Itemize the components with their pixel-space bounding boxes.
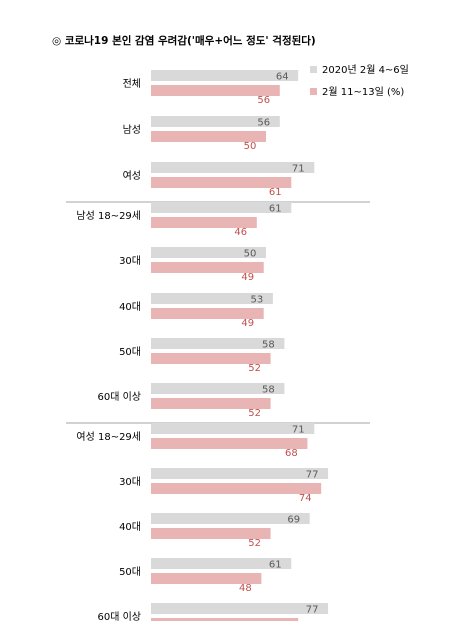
bar-series1: [151, 202, 292, 213]
legend-swatch: [310, 88, 317, 95]
category-label: 40대: [119, 521, 141, 533]
bar-series1: [151, 558, 292, 569]
bar-series1: [151, 293, 273, 304]
bar-series1: [151, 383, 285, 394]
bars: [151, 70, 329, 625]
value-label-series1: 77: [306, 470, 319, 481]
bar-series1: [151, 513, 310, 524]
bar-series1: [151, 423, 315, 434]
category-label: 남성: [123, 124, 141, 136]
value-label-series2: 50: [244, 141, 257, 152]
value-label-series2: 68: [285, 448, 298, 459]
value-label-series1: 64: [276, 72, 289, 83]
bar-series1: [151, 603, 329, 614]
value-label-series1: 58: [262, 385, 275, 396]
category-label: 전체: [123, 78, 141, 90]
value-label-series2: 74: [299, 493, 312, 504]
value-label-series1: 50: [244, 249, 257, 260]
bar-series2: [151, 398, 271, 409]
value-label-series1: 71: [292, 425, 305, 436]
bar-series2: [151, 573, 262, 584]
bar-series1: [151, 338, 285, 349]
value-label-series2: 61: [269, 187, 282, 198]
category-label: 30대: [119, 255, 141, 267]
bar-series2: [151, 528, 271, 539]
value-label-series1: 56: [257, 118, 270, 129]
value-label-series1: 58: [262, 340, 275, 351]
bar-series1: [151, 116, 280, 127]
value-label-series1: 77: [306, 605, 319, 616]
value-label-series2: 56: [257, 95, 270, 106]
bar-series2: [151, 131, 266, 142]
chart-title: ◎ 코로나19 본인 감염 우려감('매우+어느 정도' 걱정된다): [52, 34, 316, 47]
bar-series2: [151, 438, 308, 449]
value-label-series1: 61: [269, 560, 282, 571]
value-label-series2: 46: [234, 227, 247, 238]
bar-series1: [151, 247, 266, 258]
value-label-series2: 52: [248, 363, 261, 374]
category-label: 여성 18~29세: [76, 431, 141, 443]
category-label: 60대 이상: [97, 611, 141, 621]
value-label-series1: 53: [251, 295, 264, 306]
bar-series1: [151, 468, 329, 479]
category-label: 40대: [119, 301, 141, 313]
bar-series1: [151, 162, 315, 173]
bar-series2: [151, 353, 271, 364]
legend: 2020년 2월 4~6일 2월 11~13일 (%): [310, 64, 409, 98]
value-labels: 6456565071616146504953495852585271687774…: [234, 72, 319, 616]
category-label: 30대: [119, 476, 141, 488]
category-label: 남성 18~29세: [76, 210, 141, 222]
legend-entry: 2020년 2월 4~6일: [322, 64, 409, 76]
value-label-series1: 69: [287, 515, 300, 526]
bar-series2: [151, 308, 264, 319]
bar-series1: [151, 70, 299, 81]
value-label-series1: 71: [292, 164, 305, 175]
bar-series2: [151, 85, 280, 96]
legend-entry: 2월 11~13일 (%): [322, 86, 404, 98]
category-label: 여성: [123, 170, 141, 182]
value-label-series2: 48: [239, 583, 252, 594]
value-label-series2: 52: [248, 408, 261, 419]
legend-swatch: [310, 66, 317, 73]
bar-series2: [151, 483, 322, 494]
category-label: 50대: [119, 346, 141, 358]
category-label: 50대: [119, 566, 141, 578]
category-label: 60대 이상: [97, 391, 141, 403]
value-label-series2: 49: [241, 318, 254, 329]
bar-series2: [151, 217, 257, 228]
bar-series2: [151, 262, 264, 273]
bar-series2: [151, 177, 292, 188]
value-label-series1: 61: [269, 204, 282, 215]
value-label-series2: 52: [248, 538, 261, 549]
value-label-series2: 49: [241, 272, 254, 283]
